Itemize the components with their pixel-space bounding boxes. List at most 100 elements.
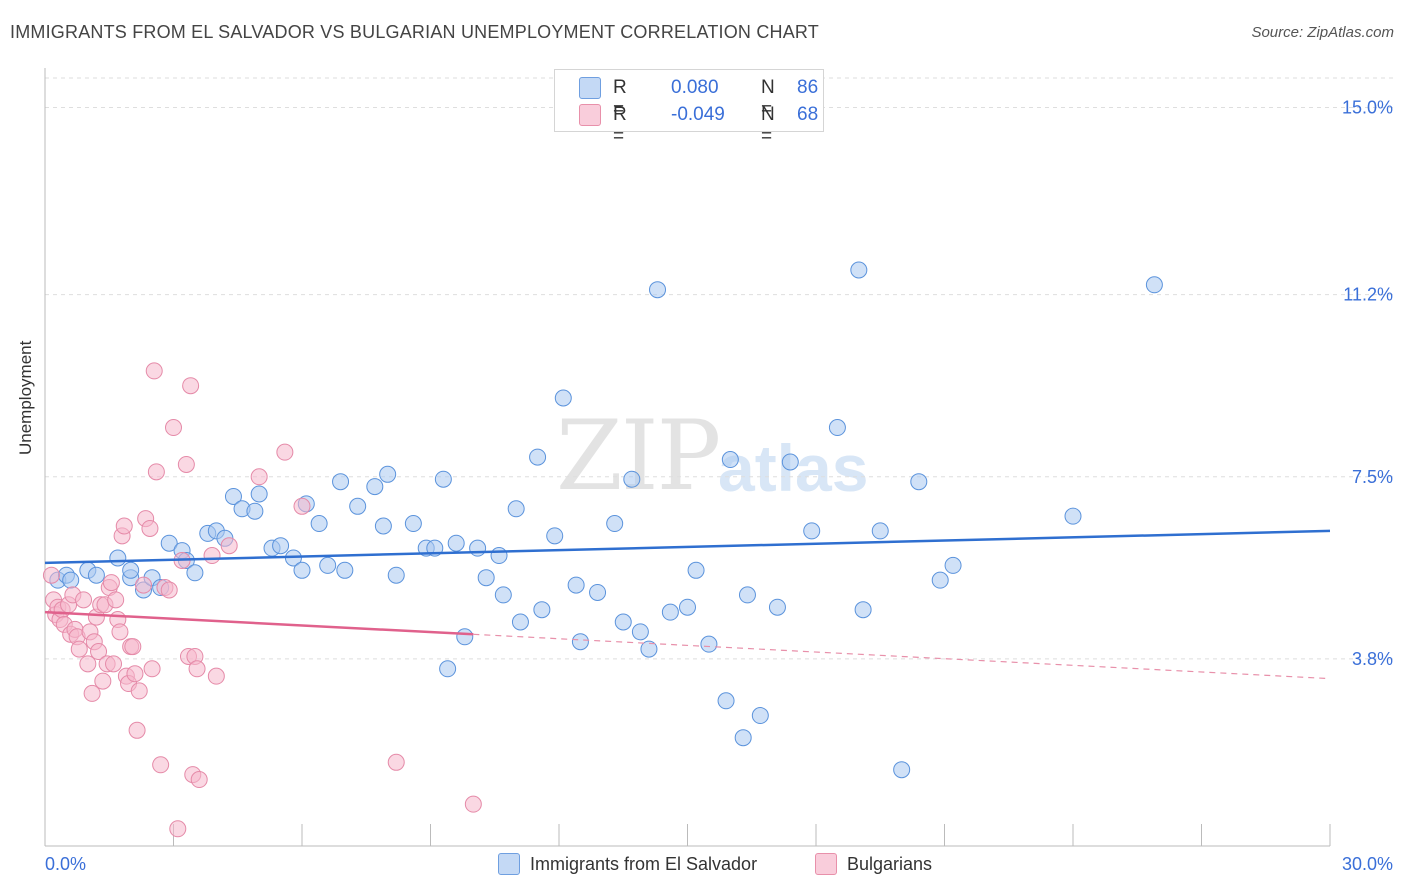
bulgarian-point xyxy=(464,795,482,813)
el-salvador-point xyxy=(272,537,290,555)
x-tick-label-max: 30.0% xyxy=(1342,854,1393,874)
bulgarian-point xyxy=(276,443,294,461)
bulgarian-trendline-extension xyxy=(473,633,1331,680)
bulgarian-point xyxy=(203,547,221,565)
bulgarian-point xyxy=(124,638,142,656)
el-salvador-point xyxy=(490,547,508,565)
y-axis-label: Unemployment xyxy=(16,340,35,455)
y-tick-label: 15.0% xyxy=(1342,98,1393,118)
bulgarian-point xyxy=(165,419,182,437)
bulgarian-point xyxy=(188,660,206,678)
bulgarian-point xyxy=(102,574,120,592)
bulgarian-point xyxy=(141,519,159,537)
el-salvador-point xyxy=(477,569,495,587)
el-salvador-point xyxy=(687,561,705,579)
bulgarian-point xyxy=(79,655,97,673)
el-salvador-point xyxy=(893,761,911,779)
bulgarian-point xyxy=(111,623,129,641)
legend-n-value: 68 xyxy=(797,104,819,125)
bulgarian-point xyxy=(105,655,123,673)
bulgarian-point xyxy=(207,667,225,685)
bulgarian-point xyxy=(160,581,178,599)
el-salvador-point xyxy=(439,660,457,678)
bulgarian-point xyxy=(107,591,125,609)
el-salvador-point xyxy=(293,561,311,579)
el-salvador-point xyxy=(533,601,551,619)
el-salvador-point xyxy=(871,522,889,540)
legend-n-label: N = xyxy=(761,104,775,147)
bottom-legend-label: Bulgarians xyxy=(847,854,933,874)
el-salvador-point xyxy=(554,389,572,407)
bulgarian-point xyxy=(250,468,268,486)
bulgarian-point xyxy=(143,660,161,678)
legend-swatch-el-salvador xyxy=(579,77,601,99)
el-salvador-point xyxy=(336,561,354,579)
el-salvador-point xyxy=(640,640,658,658)
bulgarian-point xyxy=(152,756,170,774)
el-salvador-point xyxy=(944,556,962,574)
bulgarian-point xyxy=(126,665,144,683)
legend-n-value: 86 xyxy=(797,77,819,98)
el-salvador-point xyxy=(567,576,585,594)
bulgarian-point xyxy=(70,640,88,658)
bulgarian-point xyxy=(94,672,112,690)
el-salvador-point xyxy=(614,613,632,631)
bulgarian-point xyxy=(293,497,311,515)
el-salvador-point xyxy=(310,515,328,533)
el-salvador-point xyxy=(250,485,268,503)
el-salvador-point xyxy=(246,502,264,520)
bulgarian-point xyxy=(182,377,200,395)
el-salvador-point xyxy=(511,613,529,631)
legend-r-value: -0.049 xyxy=(671,104,725,125)
el-salvador-point xyxy=(507,500,525,518)
el-salvador-point xyxy=(738,586,756,604)
el-salvador-point xyxy=(319,556,337,574)
el-salvador-point xyxy=(122,561,140,579)
el-salvador-point xyxy=(649,281,667,299)
el-salvador-point xyxy=(109,549,127,567)
el-salvador-point xyxy=(606,515,624,533)
el-salvador-point xyxy=(781,453,799,471)
el-salvador-point xyxy=(721,451,739,469)
el-salvador-point xyxy=(447,534,465,552)
el-salvador-point xyxy=(734,729,752,747)
bulgarian-trendline xyxy=(44,610,474,636)
bulgarian-point xyxy=(75,591,93,609)
el-salvador-point xyxy=(571,633,589,651)
bottom-legend-swatch xyxy=(498,853,520,875)
bulgarian-point xyxy=(90,643,108,661)
el-salvador-point xyxy=(631,623,649,641)
el-salvador-point xyxy=(62,571,80,589)
el-salvador-point xyxy=(186,564,204,582)
el-salvador-point xyxy=(623,470,641,488)
el-salvador-point xyxy=(661,603,679,621)
el-salvador-trendline xyxy=(44,529,1331,565)
bulgarian-point xyxy=(128,721,146,739)
bulgarian-point xyxy=(42,566,60,584)
chart-title: IMMIGRANTS FROM EL SALVADOR VS BULGARIAN… xyxy=(10,22,819,42)
el-salvador-point xyxy=(366,478,384,496)
y-tick-label: 7.5% xyxy=(1352,467,1393,487)
el-salvador-point xyxy=(679,598,696,616)
bottom-legend-swatch xyxy=(815,853,837,875)
el-salvador-point xyxy=(332,473,350,491)
stats-legend: R = 0.080 N = 86 R = -0.049 N = 68 xyxy=(554,69,824,147)
watermark-zip: ZIP xyxy=(556,400,721,512)
source-credit: Source: ZipAtlas.com xyxy=(1251,24,1394,41)
bulgarian-point xyxy=(145,362,163,380)
legend-n-label: N = xyxy=(761,77,775,120)
el-salvador-point xyxy=(404,515,422,533)
bulgarian-point xyxy=(177,455,195,473)
el-salvador-point xyxy=(828,419,846,437)
el-salvador-point xyxy=(374,517,392,535)
y-tick-label: 3.8% xyxy=(1352,649,1393,669)
bulgarian-point xyxy=(147,463,165,481)
el-salvador-point xyxy=(700,635,718,653)
el-salvador-point xyxy=(854,601,872,619)
el-salvador-point xyxy=(717,692,735,710)
bulgarian-point xyxy=(169,820,187,838)
el-salvador-point xyxy=(850,261,868,279)
bulgarian-point xyxy=(83,684,101,702)
el-salvador-point xyxy=(1145,276,1163,294)
x-tick-label-min: 0.0% xyxy=(45,854,86,874)
